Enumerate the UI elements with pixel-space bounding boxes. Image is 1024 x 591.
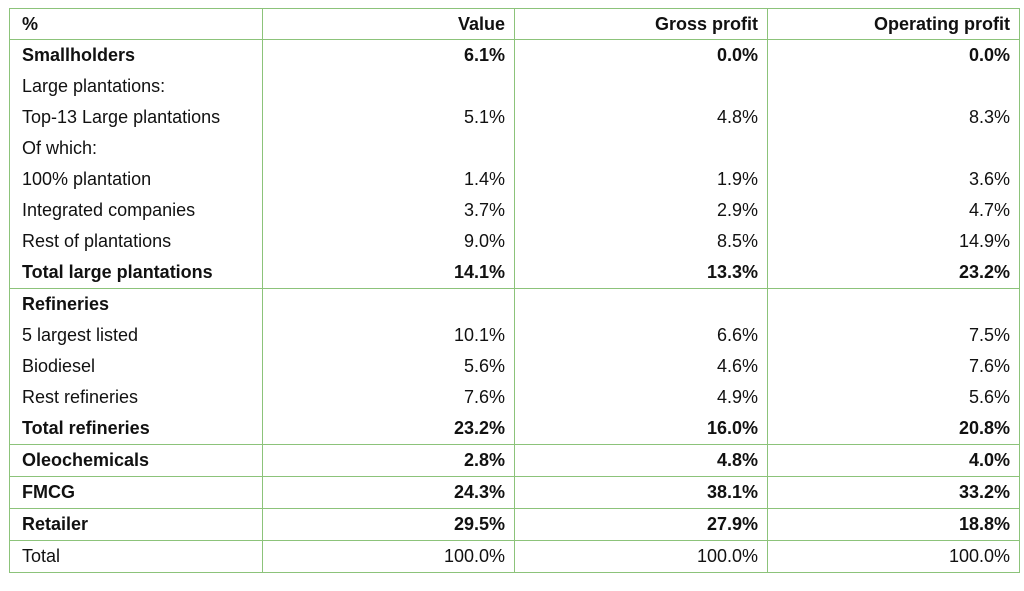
gross-profit-cell: 38.1% — [514, 476, 768, 509]
row-label: Total — [9, 540, 263, 573]
table-row-group: Smallholders 6.1% 0.0% 0.0% Large plantation… — [9, 39, 1020, 289]
header-operating-profit: Operating profit — [767, 8, 1020, 40]
table-row-group: Oleochemicals 2.8% 4.8% 4.0% — [9, 444, 1020, 477]
value-cell: 3.7% — [262, 195, 515, 226]
table-row: Retailer 29.5% 27.9% 18.8% — [9, 508, 1020, 541]
value-cell: 5.1% — [262, 102, 515, 133]
operating-profit-cell: 14.9% — [767, 226, 1020, 257]
table-row: 5 largest listed 10.1% 6.6% 7.5% — [9, 320, 1020, 351]
gross-profit-cell: 8.5% — [514, 226, 768, 257]
operating-profit-cell: 0.0% — [767, 39, 1020, 71]
operating-profit-cell — [767, 71, 1020, 102]
operating-profit-cell: 8.3% — [767, 102, 1020, 133]
table-row-group: FMCG 24.3% 38.1% 33.2% — [9, 476, 1020, 509]
value-cell — [262, 133, 515, 164]
table-row: Total 100.0% 100.0% 100.0% — [9, 540, 1020, 573]
operating-profit-cell: 23.2% — [767, 257, 1020, 289]
operating-profit-cell: 5.6% — [767, 382, 1020, 413]
table-row: Top-13 Large plantations 5.1% 4.8% 8.3% — [9, 102, 1020, 133]
row-label: Rest of plantations — [9, 226, 263, 257]
row-label: Total large plantations — [9, 257, 263, 289]
table-row: Refineries — [9, 288, 1020, 320]
row-label: Integrated companies — [9, 195, 263, 226]
gross-profit-cell: 6.6% — [514, 320, 768, 351]
gross-profit-cell: 100.0% — [514, 540, 768, 573]
header-gross-profit: Gross profit — [514, 8, 768, 40]
value-cell: 14.1% — [262, 257, 515, 289]
table-row: Integrated companies 3.7% 2.9% 4.7% — [9, 195, 1020, 226]
gross-profit-cell: 4.8% — [514, 102, 768, 133]
value-cell: 2.8% — [262, 444, 515, 477]
operating-profit-cell — [767, 133, 1020, 164]
operating-profit-cell: 20.8% — [767, 413, 1020, 445]
row-label: Large plantations: — [9, 71, 263, 102]
row-label: Refineries — [9, 288, 263, 320]
table-row-group: Refineries 5 largest listed 10.1% 6.6% 7.5% B… — [9, 288, 1020, 445]
operating-profit-cell: 7.5% — [767, 320, 1020, 351]
header-value: Value — [262, 8, 515, 40]
value-cell: 6.1% — [262, 39, 515, 71]
gross-profit-cell — [514, 133, 768, 164]
operating-profit-cell: 4.7% — [767, 195, 1020, 226]
gross-profit-cell — [514, 71, 768, 102]
row-label: Top-13 Large plantations — [9, 102, 263, 133]
row-label: 100% plantation — [9, 164, 263, 195]
value-cell — [262, 71, 515, 102]
row-label: FMCG — [9, 476, 263, 509]
value-cell — [262, 288, 515, 320]
value-cell: 23.2% — [262, 413, 515, 445]
table-row: Oleochemicals 2.8% 4.8% 4.0% — [9, 444, 1020, 477]
row-label: Total refineries — [9, 413, 263, 445]
operating-profit-cell: 4.0% — [767, 444, 1020, 477]
value-cell: 9.0% — [262, 226, 515, 257]
table-row-group: Retailer 29.5% 27.9% 18.8% — [9, 508, 1020, 541]
header-row: % Value Gross profit Operating profit — [9, 8, 1020, 40]
table-row: Of which: — [9, 133, 1020, 164]
value-cell: 10.1% — [262, 320, 515, 351]
table-row: FMCG 24.3% 38.1% 33.2% — [9, 476, 1020, 509]
operating-profit-cell — [767, 288, 1020, 320]
gross-profit-cell: 13.3% — [514, 257, 768, 289]
table-row: Rest refineries 7.6% 4.9% 5.6% — [9, 382, 1020, 413]
gross-profit-cell: 16.0% — [514, 413, 768, 445]
gross-profit-cell: 0.0% — [514, 39, 768, 71]
operating-profit-cell: 3.6% — [767, 164, 1020, 195]
row-label: 5 largest listed — [9, 320, 263, 351]
value-cell: 1.4% — [262, 164, 515, 195]
operating-profit-cell: 33.2% — [767, 476, 1020, 509]
header-percent: % — [9, 8, 263, 40]
table-row: 100% plantation 1.4% 1.9% 3.6% — [9, 164, 1020, 195]
row-label: Rest refineries — [9, 382, 263, 413]
value-cell: 5.6% — [262, 351, 515, 382]
row-label: Smallholders — [9, 39, 263, 71]
table-row: Biodiesel 5.6% 4.6% 7.6% — [9, 351, 1020, 382]
row-label: Of which: — [9, 133, 263, 164]
profit-share-table: % Value Gross profit Operating profit Sm… — [9, 8, 1020, 573]
value-cell: 7.6% — [262, 382, 515, 413]
gross-profit-cell: 2.9% — [514, 195, 768, 226]
value-cell: 100.0% — [262, 540, 515, 573]
row-label: Biodiesel — [9, 351, 263, 382]
table-row-group: Total 100.0% 100.0% 100.0% — [9, 540, 1020, 573]
gross-profit-cell — [514, 288, 768, 320]
table-row: Rest of plantations 9.0% 8.5% 14.9% — [9, 226, 1020, 257]
row-label: Retailer — [9, 508, 263, 541]
value-cell: 24.3% — [262, 476, 515, 509]
operating-profit-cell: 18.8% — [767, 508, 1020, 541]
table-row: Smallholders 6.1% 0.0% 0.0% — [9, 39, 1020, 71]
table-row: Total refineries 23.2% 16.0% 20.8% — [9, 413, 1020, 445]
gross-profit-cell: 4.8% — [514, 444, 768, 477]
table-row: Large plantations: — [9, 71, 1020, 102]
gross-profit-cell: 4.9% — [514, 382, 768, 413]
gross-profit-cell: 27.9% — [514, 508, 768, 541]
value-cell: 29.5% — [262, 508, 515, 541]
operating-profit-cell: 100.0% — [767, 540, 1020, 573]
operating-profit-cell: 7.6% — [767, 351, 1020, 382]
gross-profit-cell: 1.9% — [514, 164, 768, 195]
table-header: % Value Gross profit Operating profit — [9, 8, 1020, 40]
profit-share-table-container: % Value Gross profit Operating profit Sm… — [9, 8, 1020, 573]
gross-profit-cell: 4.6% — [514, 351, 768, 382]
row-label: Oleochemicals — [9, 444, 263, 477]
table-row: Total large plantations 14.1% 13.3% 23.2% — [9, 257, 1020, 289]
